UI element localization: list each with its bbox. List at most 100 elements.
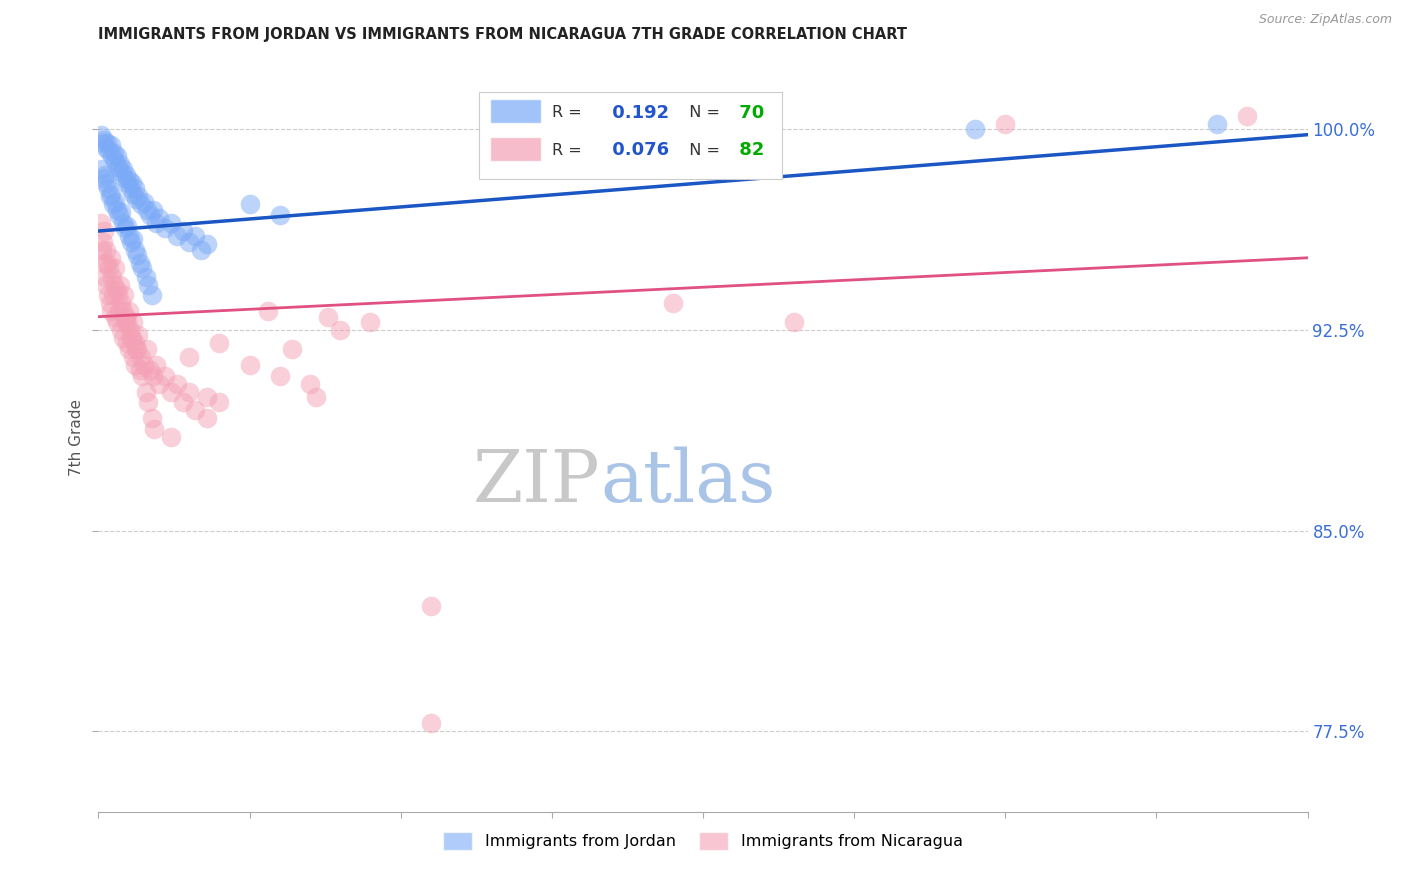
Point [148,211,170,225]
Point [316,310,339,324]
Point [160,216,183,230]
Point [128,363,150,377]
Point [118,304,141,318]
Point [129,350,152,364]
Point [117,176,139,190]
Point [100,269,122,284]
Point [105,149,128,163]
Point [269,208,291,222]
Point [124,358,146,372]
Point [108,304,131,318]
Point [90,216,112,230]
Point [141,288,163,302]
Point [124,243,146,257]
Point [111,162,134,177]
Point [112,288,135,302]
Point [239,358,262,372]
Point [135,269,157,284]
Point [160,430,183,444]
Point [135,342,157,356]
Point [96,277,118,292]
Point [184,229,207,244]
Point [94,269,117,284]
Point [160,384,183,399]
Point [420,716,443,731]
Point [100,304,122,318]
Point [145,216,167,230]
Point [661,296,683,310]
Point [100,251,122,265]
Text: 0.076: 0.076 [606,141,669,159]
Point [239,197,262,211]
Point [96,176,118,190]
Point [179,235,201,249]
Point [112,216,135,230]
Y-axis label: 7th Grade: 7th Grade [69,399,84,475]
Point [98,296,121,310]
Point [195,411,218,425]
Point [631,144,654,158]
Point [129,197,152,211]
Point [208,395,231,409]
Point [105,202,128,217]
Point [299,376,322,391]
Point [195,237,218,252]
Point [118,173,141,187]
Point [122,315,145,329]
Point [136,277,159,292]
Point [108,157,131,171]
Point [305,390,328,404]
Text: Source: ZipAtlas.com: Source: ZipAtlas.com [1258,13,1392,27]
Point [127,248,149,262]
Point [94,168,117,182]
Point [98,144,121,158]
Point [112,331,135,345]
Point [104,310,127,324]
Point [94,243,117,257]
Point [136,395,159,409]
Point [107,160,129,174]
Point [115,219,138,233]
Point [101,288,124,302]
Point [783,315,806,329]
FancyBboxPatch shape [491,99,541,123]
Point [256,304,278,318]
Point [166,376,188,391]
Point [98,189,121,203]
Point [195,390,218,404]
Point [96,136,118,150]
Point [125,342,148,356]
Point [118,181,141,195]
Point [100,138,122,153]
Text: ZIP: ZIP [472,447,600,517]
Point [965,122,987,136]
Text: IMMIGRANTS FROM JORDAN VS IMMIGRANTS FROM NICARAGUA 7TH GRADE CORRELATION CHART: IMMIGRANTS FROM JORDAN VS IMMIGRANTS FRO… [98,27,907,42]
Point [93,170,115,185]
Point [114,221,136,235]
Point [329,323,352,337]
Point [114,168,136,182]
Point [153,221,176,235]
Point [100,149,122,163]
Point [98,261,121,276]
Text: R =: R = [551,105,582,120]
Point [153,368,176,383]
Point [105,283,128,297]
Point [91,136,114,150]
Point [117,315,139,329]
Point [105,315,128,329]
Point [166,229,188,244]
Point [142,202,165,217]
Point [91,162,114,177]
Point [132,194,155,209]
Point [281,342,304,356]
Point [96,256,118,270]
Point [118,323,141,337]
Point [127,342,149,356]
Point [120,331,142,345]
Point [172,224,194,238]
Point [97,181,120,195]
Point [127,328,149,343]
Point [120,235,142,249]
Point [115,336,138,351]
